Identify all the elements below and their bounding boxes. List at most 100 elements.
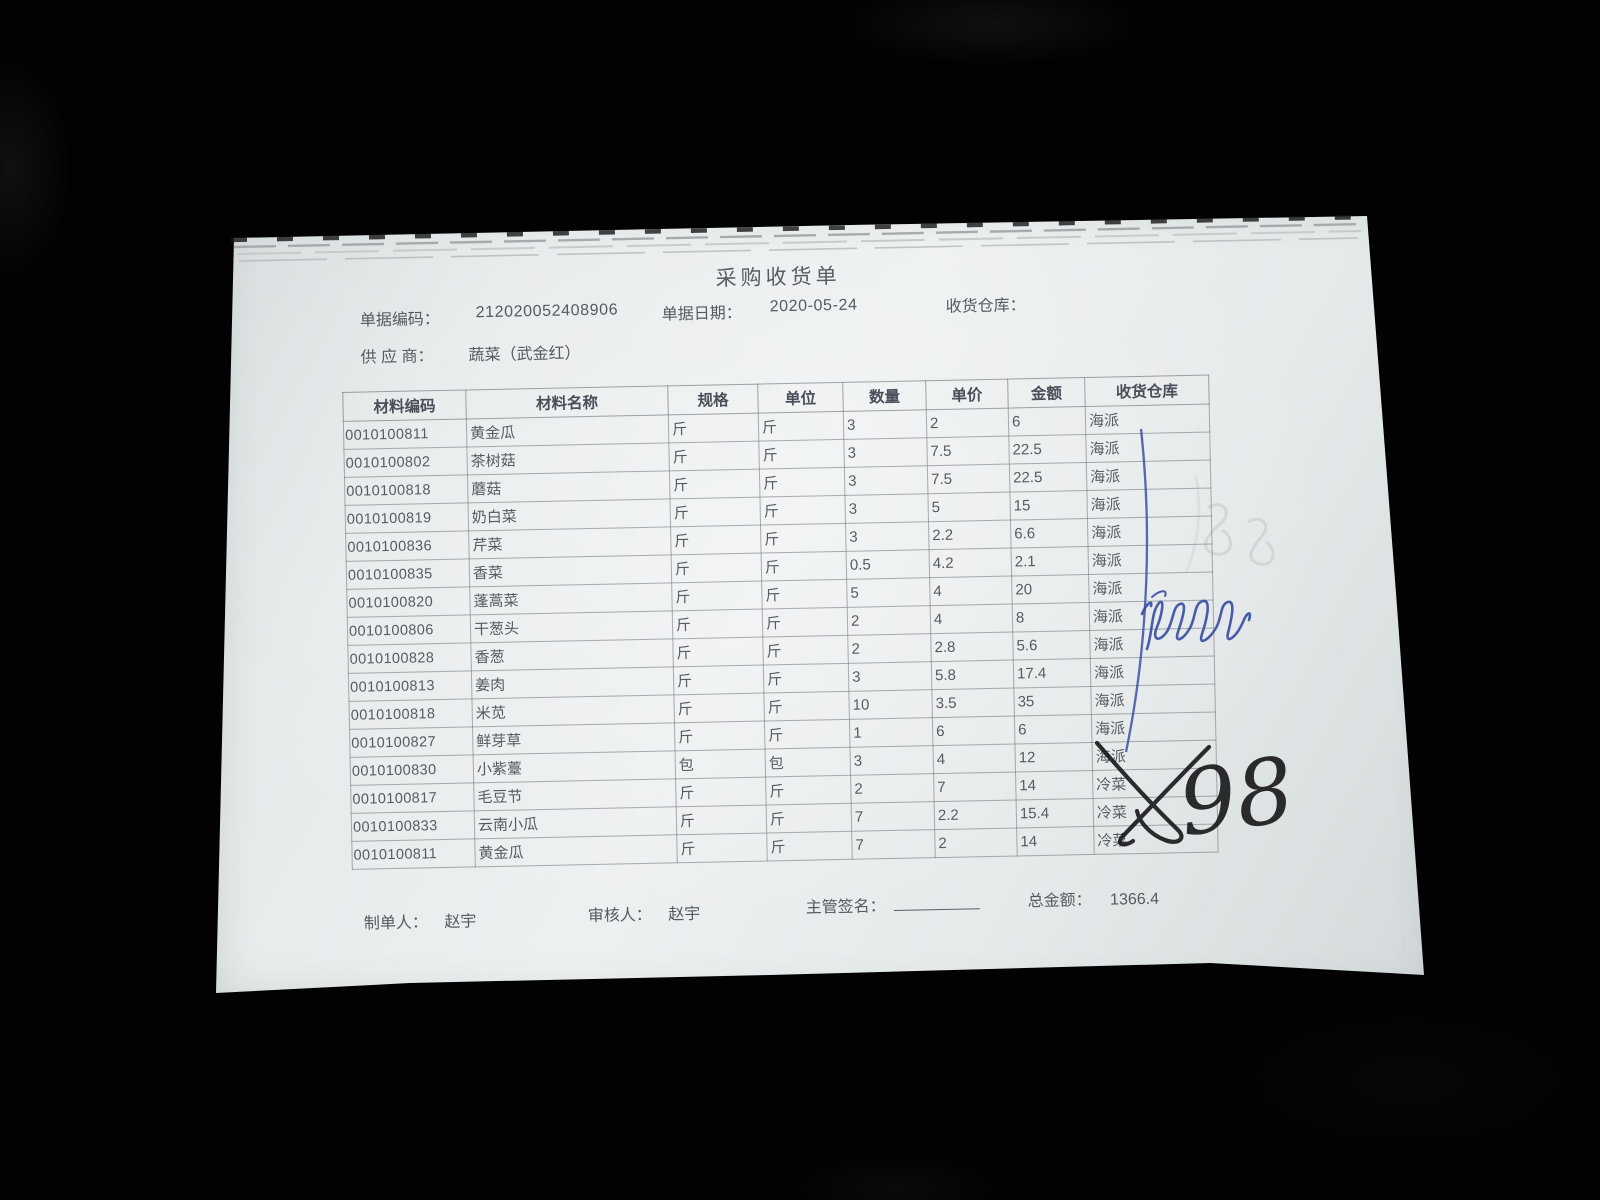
table-cell: 香菜 xyxy=(469,554,672,587)
table-cell: 6 xyxy=(1014,714,1092,745)
table-cell: 斤 xyxy=(670,525,762,555)
table-cell: 7.5 xyxy=(926,436,1010,466)
table-cell: 5.6 xyxy=(1012,630,1091,661)
table-cell: 2 xyxy=(847,633,932,664)
table-cell: 0010100811 xyxy=(351,838,476,870)
table-cell: 包 xyxy=(765,747,851,778)
table-cell: 斤 xyxy=(668,441,760,471)
table-cell: 15.4 xyxy=(1016,798,1094,828)
table-cell: 干葱头 xyxy=(470,610,673,643)
table-cell: 6 xyxy=(1008,406,1086,437)
table-cell: 海派 xyxy=(1088,572,1214,603)
doc-date-label: 单据日期： xyxy=(661,304,742,324)
table-cell: 海派 xyxy=(1090,683,1216,715)
table-cell: 4 xyxy=(930,604,1013,634)
supplier-value: 蔬菜（武金红） xyxy=(468,345,581,365)
table-cell: 14 xyxy=(1016,826,1095,856)
table-cell: 0010100818 xyxy=(344,474,469,506)
table-cell: 22.5 xyxy=(1009,462,1087,493)
table-cell: 2 xyxy=(850,773,935,804)
column-header: 单位 xyxy=(757,382,844,414)
table-cell: 3 xyxy=(844,465,928,496)
column-header: 收货仓库 xyxy=(1084,375,1210,407)
table-cell: 22.5 xyxy=(1008,434,1087,465)
table-cell: 斤 xyxy=(675,777,767,807)
table-cell: 斤 xyxy=(759,495,846,526)
table-cell: 3 xyxy=(845,521,930,552)
table-cell: 斤 xyxy=(669,497,761,527)
table-cell: 4 xyxy=(932,744,1016,774)
table-cell: 0010100820 xyxy=(346,586,471,618)
column-header: 材料名称 xyxy=(465,385,669,419)
table-cell: 6 xyxy=(932,716,1015,746)
table-cell: 0010100819 xyxy=(345,502,469,534)
table-cell: 0010100806 xyxy=(347,614,471,646)
table-cell: 0010100830 xyxy=(350,754,474,786)
doc-no-label: 单据编码： xyxy=(359,310,441,330)
supplier-label: 供 应 商： xyxy=(360,348,434,367)
table-cell: 15 xyxy=(1009,490,1088,521)
table-cell: 0010100813 xyxy=(348,670,472,702)
receipt-document: 采购收货单 单据编码： 212020052408906 单据日期： 2020-0… xyxy=(216,216,1424,993)
table-cell: 蓬蒿菜 xyxy=(469,582,673,615)
table-cell: 斤 xyxy=(761,551,847,582)
items-table: 材料编码 材料名称 规格 单位 数量 单价 金额 收货仓库 0010100811 黄金瓜斤斤 3 2… xyxy=(342,374,1219,870)
signature-underline xyxy=(893,894,980,911)
table-cell: 6.6 xyxy=(1010,518,1089,549)
table-cell: 斤 xyxy=(762,607,848,638)
table-body: 0010100811 黄金瓜斤斤 3 2 6 海派 0010100802 茶树菇斤斤 3 7.5 2… xyxy=(343,404,1219,870)
table-cell: 0010100836 xyxy=(345,530,470,562)
table-cell: 0010100828 xyxy=(347,642,472,674)
table-cell: 斤 xyxy=(674,721,766,751)
column-header: 金额 xyxy=(1007,377,1086,409)
table-cell: 17.4 xyxy=(1013,658,1091,689)
table-cell: 0010100817 xyxy=(350,782,475,814)
sign-label: 主管签名： xyxy=(805,898,886,917)
table-cell: 2 xyxy=(926,408,1009,438)
table-cell: 鲜芽草 xyxy=(472,722,676,755)
maker-value: 赵宇 xyxy=(444,913,477,931)
receipt-paper: 采购收货单 单据编码： 212020052408906 单据日期： 2020-0… xyxy=(216,216,1424,993)
column-header: 材料编码 xyxy=(342,389,467,422)
auditor-value: 赵宇 xyxy=(668,905,701,924)
table-cell: 2.8 xyxy=(930,632,1014,662)
table-cell: 12 xyxy=(1014,742,1093,773)
table-cell: 斤 xyxy=(763,663,849,694)
table-cell: 斤 xyxy=(672,637,764,667)
column-header: 数量 xyxy=(842,380,927,412)
table-cell: 海派 xyxy=(1085,432,1211,463)
table-cell: 斤 xyxy=(668,413,759,443)
doc-no-value: 212020052408906 xyxy=(475,301,619,322)
table-cell: 斤 xyxy=(758,411,844,442)
table-cell: 海派 xyxy=(1086,488,1212,519)
table-cell: 4 xyxy=(929,576,1013,606)
table-cell: 斤 xyxy=(676,833,768,863)
table-cell: 0010100802 xyxy=(343,446,468,478)
auditor-label: 审核人： xyxy=(587,906,653,926)
table-cell: 冷菜 xyxy=(1093,823,1219,855)
table-cell: 1 xyxy=(849,717,933,748)
table-cell: 7 xyxy=(933,772,1017,802)
table-cell: 斤 xyxy=(762,635,849,666)
table-cell: 20 xyxy=(1011,574,1090,605)
table-cell: 冷菜 xyxy=(1093,795,1218,827)
table-cell: 包 xyxy=(675,749,766,779)
table-cell: 斤 xyxy=(676,805,767,835)
table-cell: 海派 xyxy=(1089,600,1214,631)
table-cell: 毛豆节 xyxy=(473,778,677,811)
table-cell: 0.5 xyxy=(846,549,930,580)
table-cell: 斤 xyxy=(759,467,845,498)
table-cell: 斤 xyxy=(758,439,845,470)
table-cell: 海派 xyxy=(1085,404,1210,435)
table-cell: 7.5 xyxy=(927,464,1010,494)
table-cell: 海派 xyxy=(1091,739,1217,771)
table-cell: 2 xyxy=(847,605,931,636)
warehouse-label: 收货仓库： xyxy=(945,297,1026,316)
table-cell: 2.2 xyxy=(928,520,1012,550)
table-cell: 米苋 xyxy=(471,694,675,727)
table-cell: 斤 xyxy=(671,581,763,611)
table-cell: 海派 xyxy=(1086,460,1211,491)
table-cell: 海派 xyxy=(1090,655,1215,687)
table-cell: 0010100833 xyxy=(351,810,475,842)
table-cell: 茶树菇 xyxy=(466,442,670,475)
